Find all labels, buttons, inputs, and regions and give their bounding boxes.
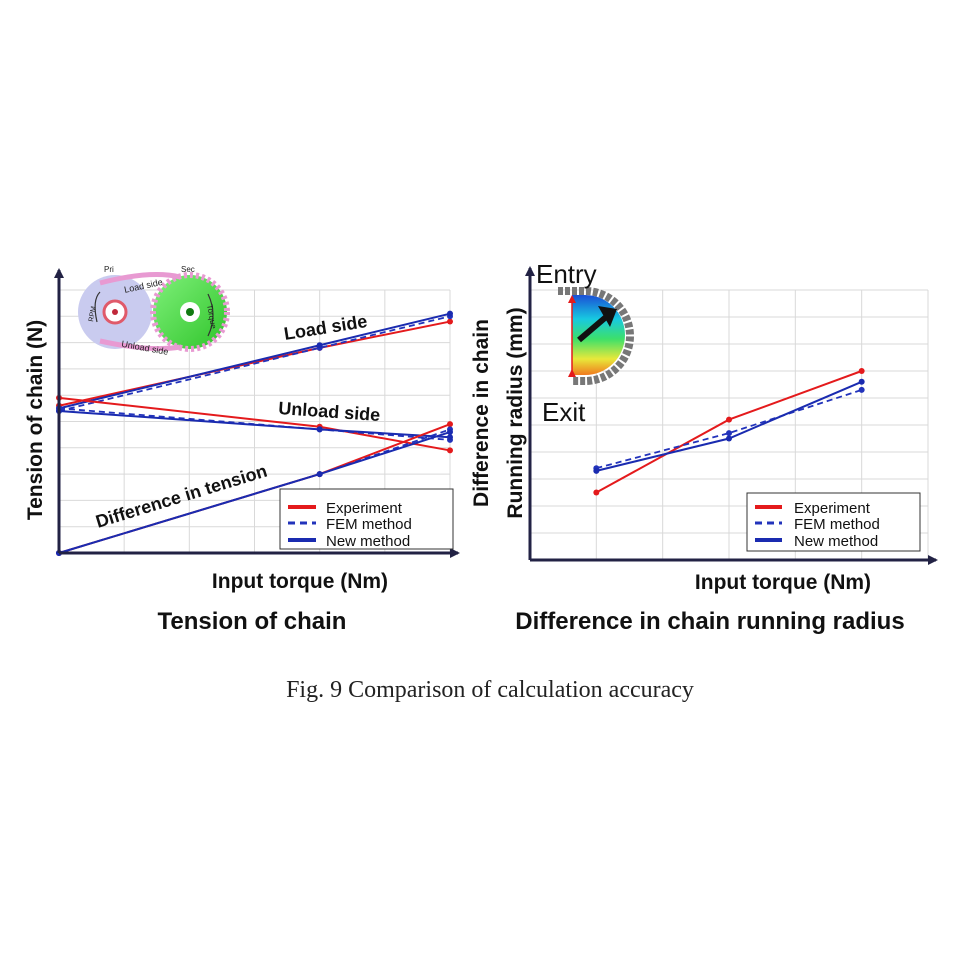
radius-series-fem-method-line [596,389,862,470]
inset-label-unload-side: Unload side [121,339,170,357]
radius-chart: Entry Exit Experiment FEM method New met… [470,259,938,635]
radius-series-fem-method-point [858,386,865,393]
inset-label-pri: Pri [104,265,114,274]
radius-series-fem-method-point [726,430,732,437]
tension-series-load-side-experiment-point [447,318,453,325]
inset-label-exit: Exit [542,397,586,427]
inset-label-rpm: RPM [88,306,98,323]
inset-chain-arc [558,287,634,385]
tension-y-axis-label: Tension of chain (N) [24,320,47,520]
inset-label-torque: Torque [205,304,218,330]
radius-series-experiment-point [726,416,732,423]
tension-x-axis-label: Input torque (Nm) [212,570,388,593]
tension-series-load-side-new-method-point [316,342,323,349]
torque-arrow [207,293,214,337]
radius-chart-title: Difference in chain running radius [515,608,904,635]
chain-radius-inset: Entry Exit [536,259,634,427]
chain-drive-inset: Pri Sec Load side Unload side RPM Torque [78,265,230,357]
legend-label-experiment: Experiment [326,500,403,517]
tension-series-difference-in-tension-new-method-point [447,429,453,436]
radius-chart-series [593,368,865,496]
annotation-difference-in-tension: Difference in tension [93,461,269,532]
rpm-arrow [94,291,101,323]
tension-series-unload-side-new-method-point [447,434,453,441]
radius-legend-label-new-method: New method [794,533,878,550]
radius-y-axis-label-line2: Running radius (mm) [504,307,527,518]
radius-series-new-method-point [726,435,732,442]
radius-series-experiment-point [858,368,865,374]
tension-series-difference-in-tension-new-method-point [316,471,323,478]
legend-label-new-method: New method [326,533,410,550]
radius-legend: Experiment FEM method New method [746,492,921,552]
radius-x-axis-label: Input torque (Nm) [695,571,871,594]
tension-series-unload-side-new-method-point [316,426,323,433]
radius-series-new-method-point [593,467,600,474]
tension-legend: Experiment FEM method New method [279,488,454,550]
radius-series-experiment-point [593,489,600,496]
tension-chart-title: Tension of chain [158,608,347,635]
chain-top-strand [99,272,181,286]
radius-series-new-method-point [858,378,865,385]
inset-label-sec: Sec [181,265,195,274]
radius-legend-label-experiment: Experiment [794,500,871,517]
chain-bottom-strand [99,338,181,352]
figure-caption: Fig. 9 Comparison of calculation accurac… [286,677,694,703]
primary-pulley-center [112,309,118,315]
tension-chart: Pri Sec Load side Unload side RPM Torque… [24,265,460,635]
inset-label-entry: Entry [536,259,597,289]
secondary-pulley-center [186,308,194,316]
radius-y-axis-label-line1: Difference in chain [470,319,493,507]
inset-direction-arrowhead [598,306,617,327]
radius-legend-label-fem: FEM method [794,516,880,533]
tension-series-unload-side-experiment-point [447,447,453,454]
tension-series-load-side-new-method-point [447,310,453,317]
inset-direction-arrow [577,314,608,343]
tension-series-difference-in-tension-experiment-point [447,421,453,428]
legend-label-fem: FEM method [326,516,412,533]
